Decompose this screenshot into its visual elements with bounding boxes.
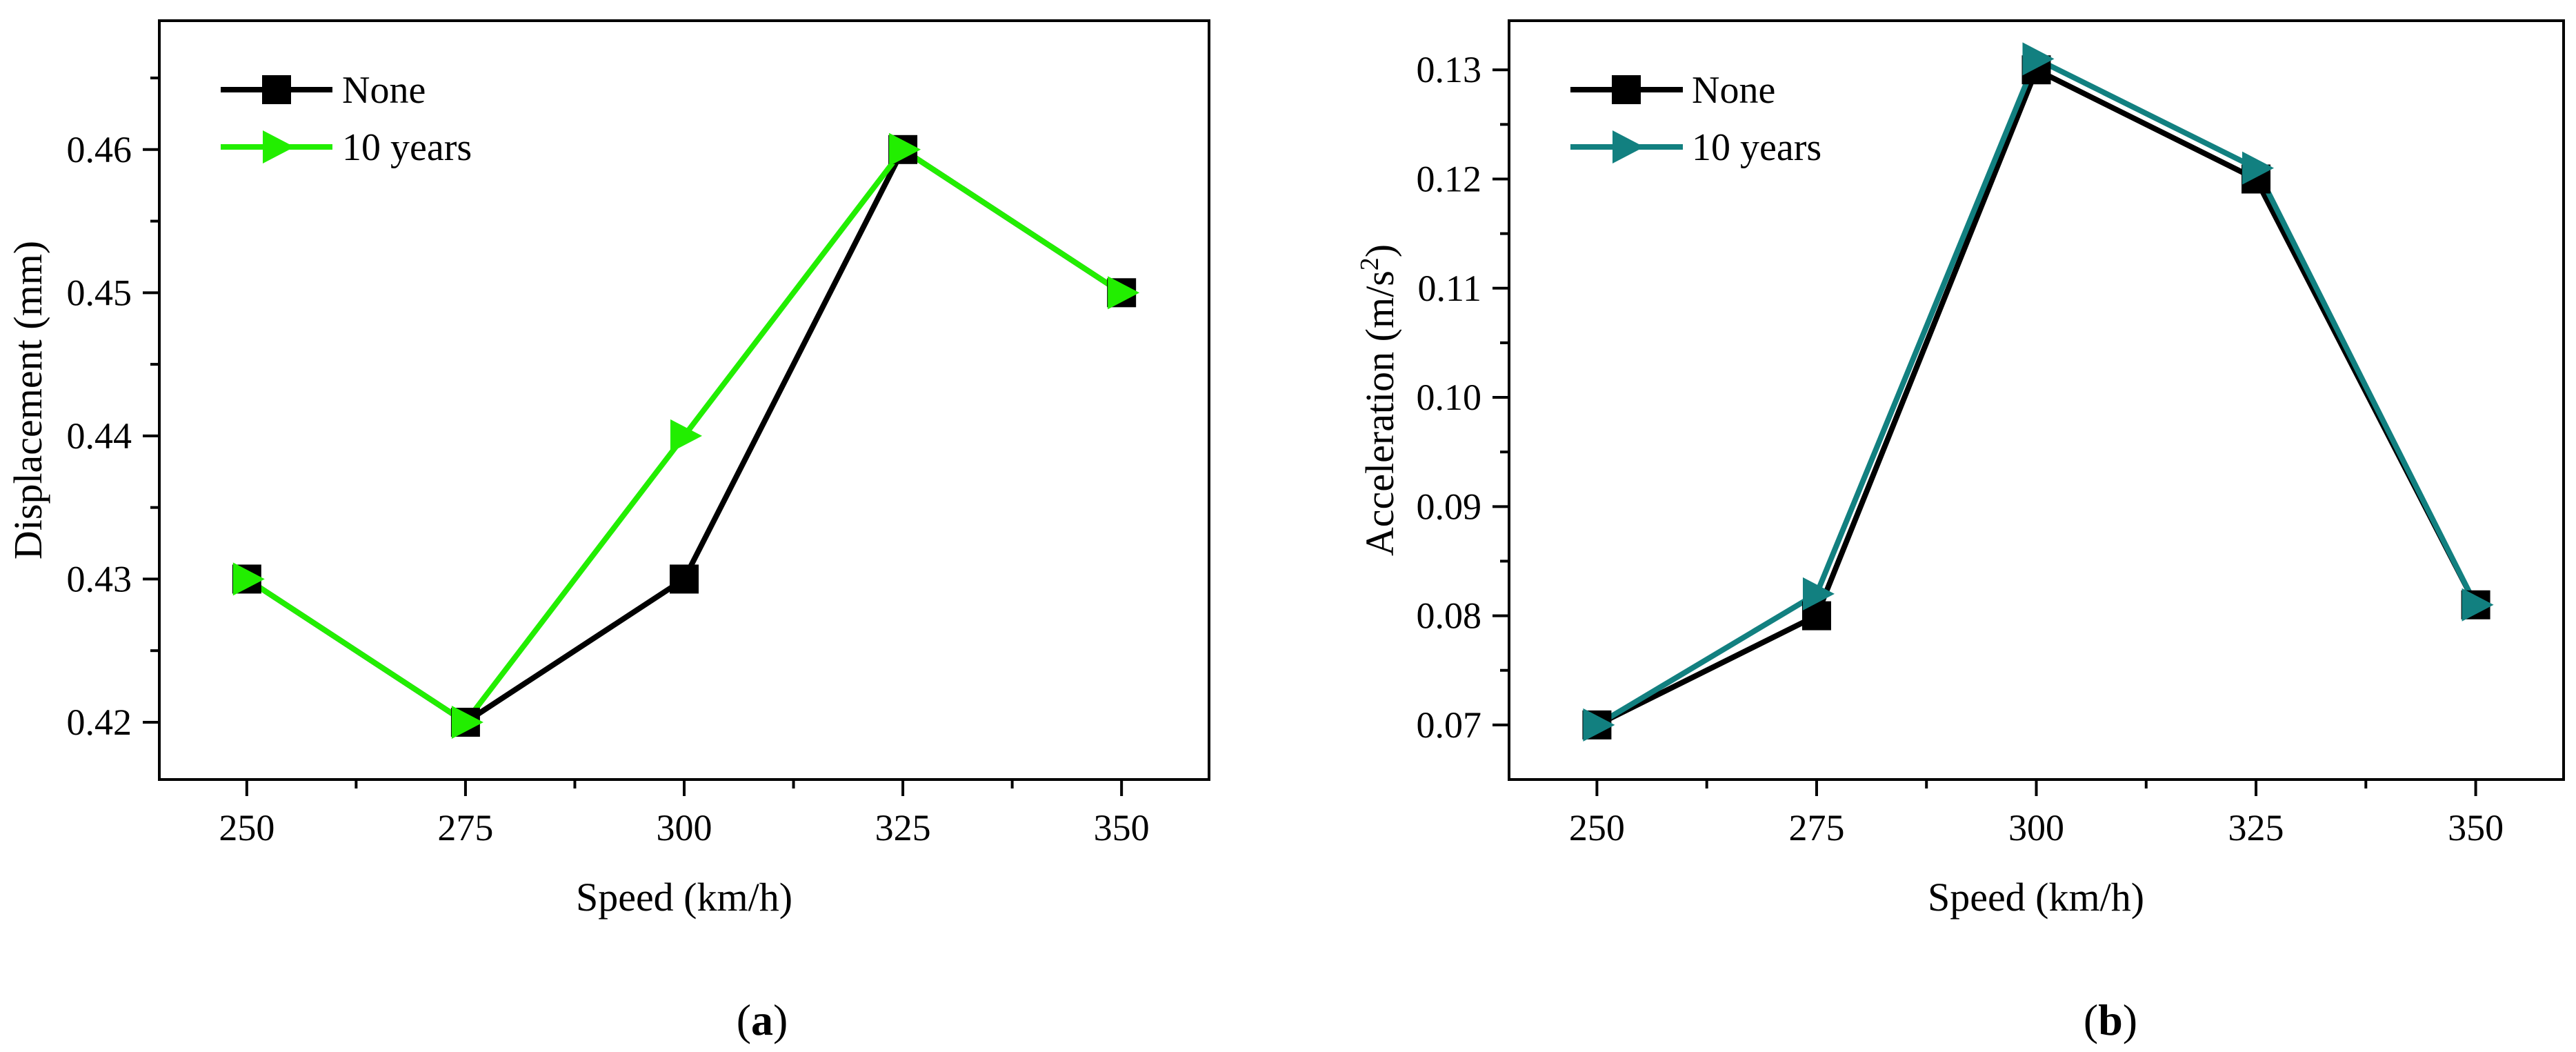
- y-tick-label-b-5: 0.12: [1417, 158, 1482, 199]
- point-a-0-2: [670, 564, 699, 594]
- x-tick-label-b-1: 275: [1788, 807, 1844, 848]
- point-a-1-3: [889, 132, 921, 166]
- ticks-a: 250 275 300 325 350 0.42 0.43 0.44 0.45 0.46: [67, 77, 1150, 848]
- y-tick-label-b-2: 0.09: [1417, 486, 1482, 527]
- point-b-1-4: [2462, 588, 2494, 622]
- chart-panel-a: 250 275 300 325 350 0.42 0.43 0.44 0.45 0.46 None…: [6, 19, 1210, 1044]
- chart-panel-b: 250 275 300 325 350 0.07 0.08 0.09 0.10 0.11 0.12 0…: [1355, 19, 2565, 1044]
- panel-label-b-open: (: [2084, 995, 2098, 1044]
- x-tick-label-a-2: 300: [657, 807, 712, 848]
- x-axis-label-b: Speed (km/h): [1928, 875, 2144, 920]
- legend-marker-10years-a: [263, 130, 294, 163]
- point-a-1-4: [1108, 276, 1140, 310]
- y-tick-label-a-1: 0.43: [67, 558, 132, 599]
- y-tick-label-a-4: 0.46: [67, 129, 132, 170]
- y-tick-label-b-4: 0.11: [1418, 268, 1482, 309]
- panel-label-a: (a): [737, 995, 788, 1044]
- series-b: [1582, 42, 2494, 742]
- y-axis-label-a-main: Displacement (mm): [6, 241, 50, 559]
- panel-label-b-letter: b: [2098, 995, 2123, 1044]
- legend-marker-none-b: [1612, 75, 1641, 104]
- x-tick-label-b-3: 325: [2228, 807, 2284, 848]
- point-b-1-2: [2022, 42, 2055, 76]
- point-b-1-1: [1802, 577, 1835, 611]
- x-tick-label-a-0: 250: [219, 807, 274, 848]
- x-tick-label-a-3: 325: [875, 807, 931, 848]
- panel-label-a-letter: a: [751, 995, 773, 1044]
- legend-marker-10years-b: [1613, 130, 1644, 163]
- panel-label-b-close: ): [2123, 995, 2137, 1044]
- y-tick-label-a-2: 0.44: [67, 415, 132, 457]
- x-tick-label-b-0: 250: [1569, 807, 1625, 848]
- point-a-1-2: [670, 419, 702, 453]
- y-tick-label-a-0: 0.42: [67, 702, 132, 743]
- x-tick-label-a-4: 350: [1094, 807, 1150, 848]
- x-tick-label-b-2: 300: [2008, 807, 2064, 848]
- y-tick-label-b-1: 0.08: [1417, 595, 1482, 637]
- plot-frame-b: [1508, 19, 2565, 781]
- y-tick-label-b-3: 0.10: [1417, 377, 1482, 418]
- legend-marker-none-a: [262, 75, 291, 104]
- x-tick-label-b-4: 350: [2448, 807, 2504, 848]
- y-tick-label-a-3: 0.45: [67, 272, 132, 313]
- legend-a: None 10 years: [221, 69, 472, 169]
- legend-text-10years-a: 10 years: [342, 126, 472, 169]
- y-axis-label-b-main: Acceleration (m/s: [1357, 270, 1402, 556]
- series-a: [232, 132, 1140, 739]
- y-axis-label-a: Displacement (mm): [6, 241, 50, 559]
- y-axis-label-b-sup: 2: [1355, 257, 1384, 270]
- point-a-1-0: [232, 562, 265, 596]
- ticks-b: 250 275 300 325 350 0.07 0.08 0.09 0.10 0.11 0.12 0…: [1417, 49, 2504, 848]
- legend-text-none-b: None: [1692, 69, 1775, 112]
- plot-frame-a: [158, 19, 1210, 781]
- legend-text-10years-b: 10 years: [1692, 126, 1821, 169]
- point-b-1-3: [2242, 151, 2275, 185]
- y-axis-label-b: Acceleration (m/s2): [1355, 244, 1402, 556]
- panel-label-b: (b): [2084, 995, 2137, 1044]
- y-tick-label-b-6: 0.13: [1417, 49, 1482, 90]
- y-tick-label-b-0: 0.07: [1417, 704, 1482, 746]
- point-b-1-0: [1583, 708, 1615, 742]
- y-axis-label-b-tail: ): [1357, 244, 1402, 257]
- x-tick-label-a-1: 275: [437, 807, 493, 848]
- point-a-1-1: [451, 705, 483, 739]
- x-axis-label-a: Speed (km/h): [576, 875, 792, 920]
- panel-label-a-close: ): [773, 995, 788, 1044]
- legend-text-none-a: None: [342, 69, 426, 112]
- panel-label-a-open: (: [737, 995, 751, 1044]
- legend-b: None 10 years: [1570, 69, 1821, 169]
